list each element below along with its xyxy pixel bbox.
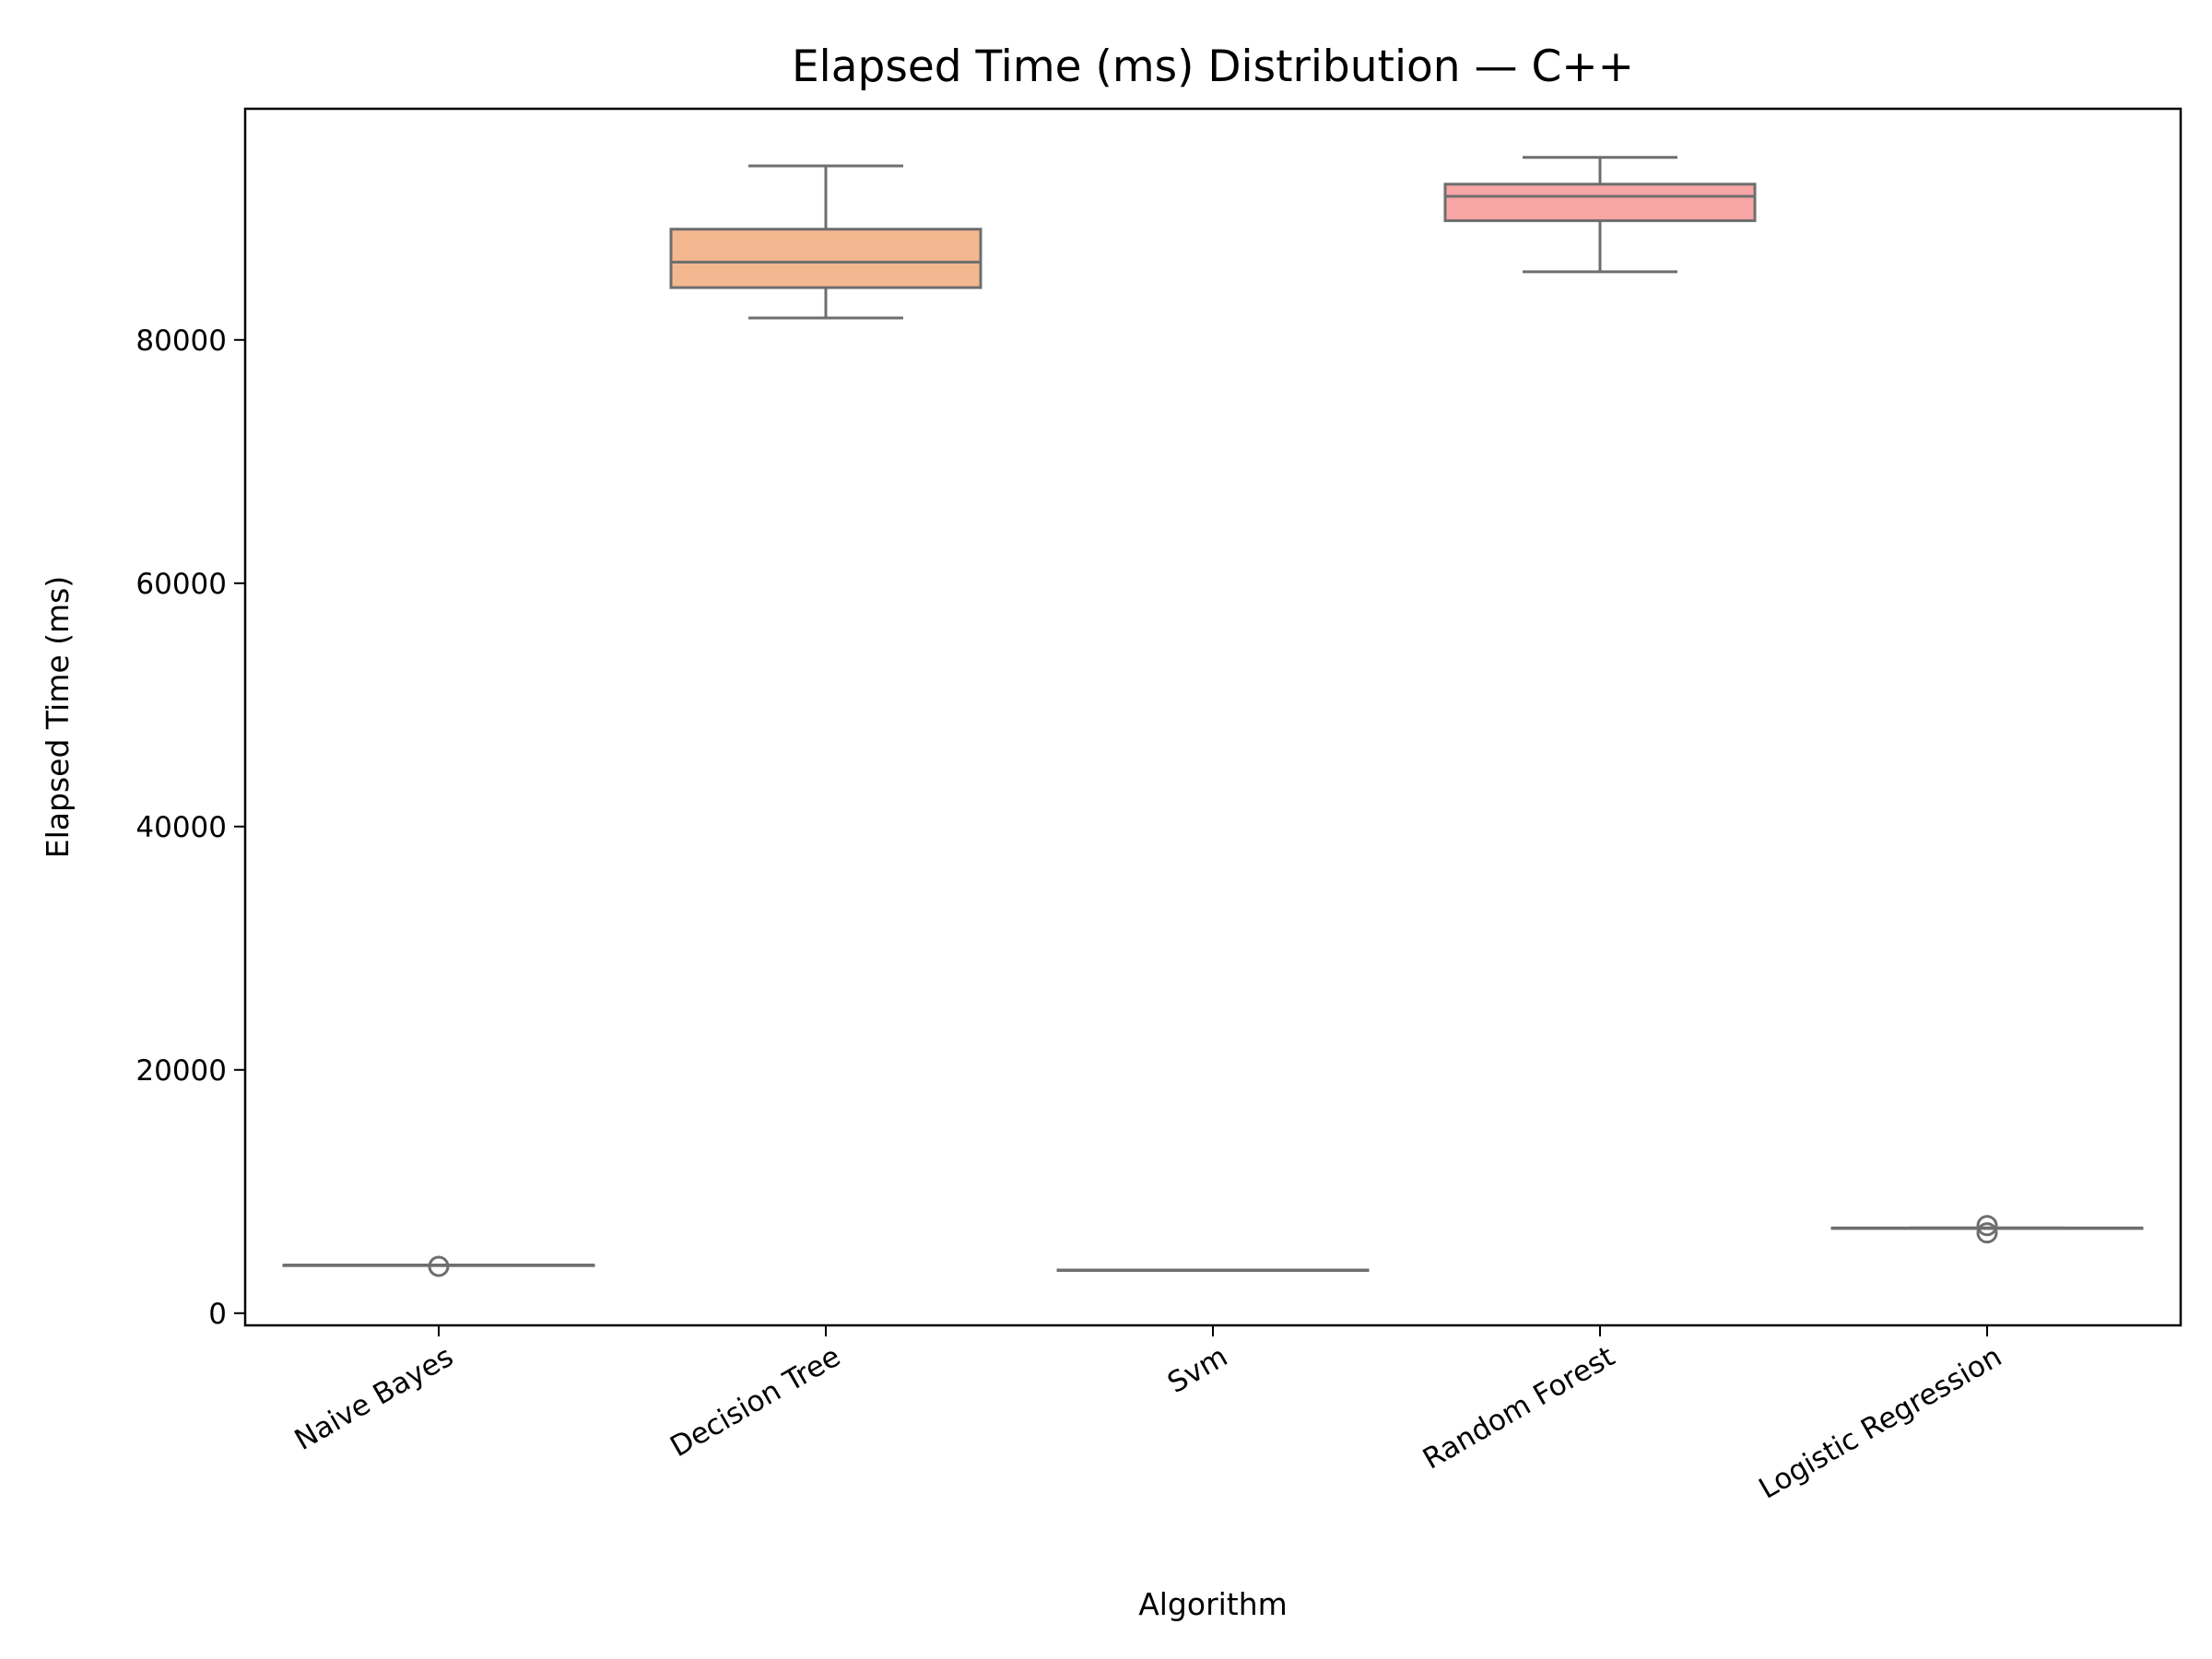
- plot-frame: [243, 107, 2183, 1327]
- y-tick-label: 20000: [135, 1054, 227, 1088]
- box-naive-bayes: [282, 1255, 595, 1277]
- chart-title: Elapsed Time (ms) Distribution — C++: [792, 41, 1634, 92]
- outlier-point: [428, 1255, 450, 1277]
- y-tick-label: 0: [208, 1298, 227, 1331]
- iqr-box: [669, 228, 982, 289]
- box-decision-tree: [669, 164, 982, 320]
- y-tick-label: 80000: [135, 324, 227, 358]
- x-tick-label: Naive Bayes: [289, 1340, 459, 1457]
- outlier-point: [1976, 1222, 1998, 1244]
- x-axis-label: Algorithm: [1138, 1586, 1288, 1622]
- iqr-box: [1443, 182, 1757, 222]
- plot-area: [234, 156, 2144, 1336]
- box-logistic-regression: [1830, 1215, 2144, 1244]
- y-axis-label: Elapsed Time (ms): [40, 576, 76, 858]
- box-random-forest: [1443, 156, 1757, 274]
- x-tick-label: Svm: [1162, 1340, 1233, 1400]
- x-tick-label: Decision Tree: [665, 1340, 846, 1464]
- x-tick-label: Random Forest: [1418, 1340, 1620, 1477]
- outlier-point: [1976, 1215, 1998, 1237]
- y-tick-label: 40000: [135, 811, 227, 844]
- box-svm: [1056, 1268, 1370, 1272]
- y-tick-label: 60000: [135, 568, 227, 601]
- x-tick-label: Logistic Regression: [1753, 1340, 2007, 1506]
